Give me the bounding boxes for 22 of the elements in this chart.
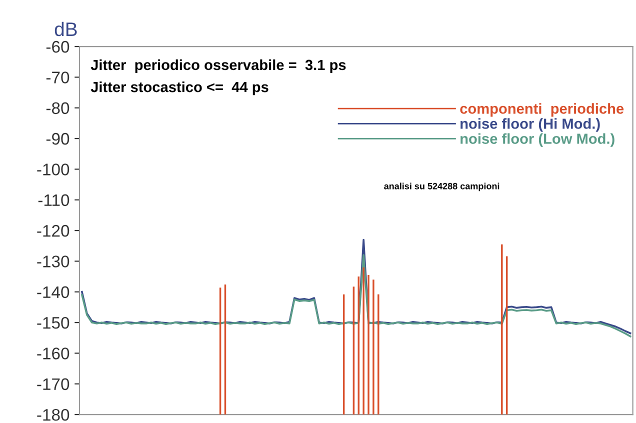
text: noise floor (Low Mod.) <box>460 133 614 147</box>
text: noise floor (Hi Mod.) <box>460 118 600 132</box>
annotation: Jitter stocastico <= 44 ps <box>90 81 268 96</box>
text: componenti periodiche <box>460 103 624 117</box>
y-tick-label: -150 <box>37 316 70 329</box>
y-tick-label: -100 <box>37 164 70 176</box>
y-tick-label: -60 <box>46 40 70 53</box>
line-series <box>81 254 632 338</box>
y-tick-label: -120 <box>37 224 70 237</box>
y-tick-label: -110 <box>38 194 70 206</box>
annotation: Jitter periodico osservabile = 3.1 ps <box>90 59 346 74</box>
y-tick-label: -170 <box>37 378 70 390</box>
line-series <box>81 238 632 334</box>
y-tick-label: -90 <box>46 132 70 145</box>
y-tick-label: -180 <box>37 408 70 421</box>
y-tick-label: -160 <box>37 348 70 360</box>
y-tick-label: -80 <box>46 102 70 114</box>
y-tick-label: -140 <box>37 286 70 298</box>
annotation: analisi su 524288 campioni <box>384 182 500 192</box>
y-tick-label: -130 <box>37 256 70 268</box>
y-axis-title: dB <box>54 22 77 36</box>
y-tick-label: -70 <box>46 72 70 84</box>
